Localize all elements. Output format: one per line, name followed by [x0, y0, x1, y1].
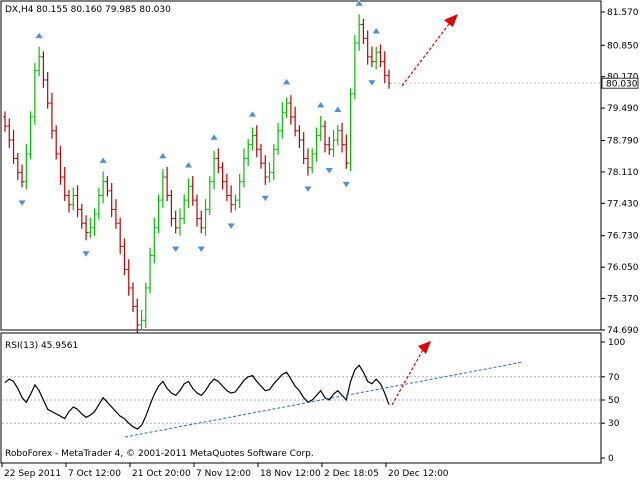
fractal-arrow-icon [196, 246, 206, 253]
fractal-arrow-icon [316, 101, 326, 108]
rsi-tick-label: 30 [608, 419, 620, 429]
time-tick-label: 7 Nov 12:00 [196, 469, 251, 479]
price-tick-label: 76.730 [607, 232, 639, 242]
time-tick-label: 20 Dec 12:00 [388, 469, 449, 479]
forecast-arrow-icon [401, 14, 458, 87]
fractal-arrow-icon [17, 199, 27, 207]
price-tick-label: 74.690 [607, 326, 639, 336]
time-tick-label: 21 Oct 20:00 [132, 469, 191, 479]
fractal-arrow-icon [34, 31, 44, 39]
rsi-panel[interactable] [0, 332, 602, 464]
time-tick-label: 2 Dec 18:05 [324, 469, 379, 479]
fractal-arrow-icon [282, 78, 292, 85]
fractal-arrow-icon [247, 110, 257, 118]
price-tick-label: 79.490 [607, 104, 639, 114]
fractal-arrow-icon [98, 156, 108, 164]
fractal-arrow-icon [209, 133, 219, 141]
price-tick-label: 75.370 [607, 295, 639, 305]
price-tick-label: 78.110 [607, 168, 639, 178]
fractal-arrow-icon [333, 105, 343, 113]
time-tick-label: 7 Oct 12:00 [68, 469, 121, 479]
current-price-label: 80.030 [601, 77, 639, 90]
fractal-arrow-icon [367, 79, 377, 87]
price-axis: 81.570 80.850 80.170 79.490 78.790 78.110 77.4… [601, 8, 639, 336]
rsi-axis: 100 70 50 30 0 [601, 338, 625, 464]
rsi-tick-label: 50 [608, 396, 620, 406]
time-tick-label: 18 Nov 12:00 [260, 469, 321, 479]
price-tick-label: 81.570 [607, 8, 639, 18]
fractal-arrow-icon [371, 27, 381, 34]
price-tick-label: 76.050 [607, 263, 639, 273]
fractal-arrow-icon [183, 161, 193, 169]
rsi-tick-label: 70 [608, 373, 620, 383]
fractal-arrow-icon [226, 222, 236, 230]
price-tick-label: 80.850 [607, 41, 639, 51]
fractal-markers [17, 0, 381, 350]
fractal-arrow-icon [158, 152, 168, 159]
rsi-trend-line [124, 361, 524, 438]
fractal-arrow-icon [324, 167, 334, 175]
fractal-arrow-icon [260, 195, 270, 202]
time-axis: 22 Sep 2011 7 Oct 12:00 21 Oct 20:00 7 Nov … [1, 463, 449, 479]
svg-text:80.030: 80.030 [606, 80, 638, 90]
fractal-arrow-icon [81, 250, 91, 258]
footer-copyright: RoboForex - MetaTrader 4, © 2001-2011 Me… [5, 449, 314, 459]
price-tick-label: 78.790 [607, 136, 639, 146]
rsi-tick-label: 100 [608, 338, 625, 348]
fractal-arrow-icon [341, 181, 351, 189]
rsi-series-line [4, 364, 390, 430]
rsi-tick-label: 0 [608, 454, 614, 464]
time-tick-label: 22 Sep 2011 [4, 469, 61, 479]
fractal-arrow-icon [354, 0, 364, 7]
fractal-arrow-icon [171, 246, 181, 253]
price-bars [3, 14, 391, 333]
main-chart-panel[interactable] [0, 0, 602, 331]
rsi-header: RSI(13) 45.9561 [5, 341, 78, 351]
price-tick-label: 77.430 [607, 199, 639, 209]
fractal-arrow-icon [303, 186, 313, 193]
price-tick-label: 80.170 [607, 73, 639, 83]
forecast-arrow-icon [391, 341, 431, 406]
main-chart-header: DX,H4 80.155 80.160 79.985 80.030 [5, 5, 171, 15]
